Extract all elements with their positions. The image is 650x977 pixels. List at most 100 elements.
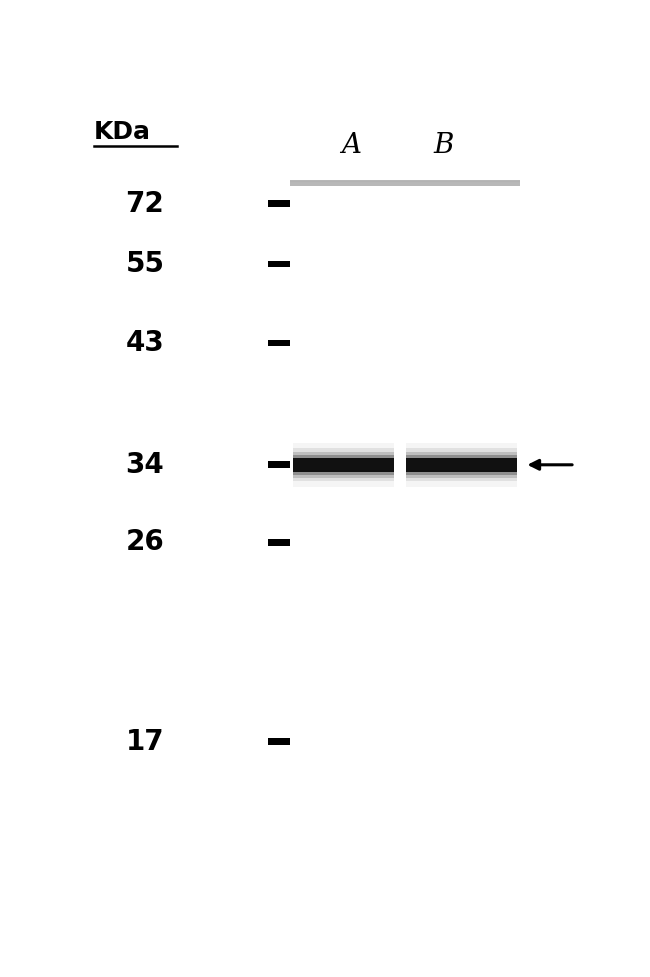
Bar xyxy=(291,183,519,186)
Bar xyxy=(291,181,519,184)
Bar xyxy=(291,183,519,186)
Bar xyxy=(291,182,519,185)
Bar xyxy=(291,182,519,185)
Bar xyxy=(291,181,519,184)
Bar xyxy=(291,182,519,185)
Bar xyxy=(291,182,519,185)
Bar xyxy=(291,182,519,185)
Bar xyxy=(291,181,519,184)
Bar xyxy=(291,182,519,185)
Bar xyxy=(291,182,519,185)
Bar xyxy=(291,183,519,186)
Bar xyxy=(291,182,519,185)
Bar xyxy=(291,183,519,186)
Bar xyxy=(291,181,519,184)
Bar xyxy=(291,181,519,184)
Bar xyxy=(291,182,519,185)
Bar xyxy=(291,182,519,185)
Bar xyxy=(291,182,519,185)
Bar xyxy=(291,181,519,184)
Bar xyxy=(291,182,519,185)
Bar xyxy=(291,182,519,185)
Bar xyxy=(291,181,519,184)
Bar xyxy=(291,181,519,184)
Bar xyxy=(268,200,291,207)
Bar xyxy=(291,183,519,186)
Bar xyxy=(291,181,519,184)
Bar xyxy=(291,181,519,184)
Bar xyxy=(291,183,519,186)
Bar xyxy=(291,182,519,185)
Bar xyxy=(291,183,519,186)
Bar xyxy=(291,181,519,184)
Bar xyxy=(291,181,519,184)
Text: 55: 55 xyxy=(125,250,164,277)
Bar xyxy=(291,181,519,184)
Bar xyxy=(291,182,519,185)
Bar xyxy=(291,181,519,184)
Bar xyxy=(291,182,519,185)
Bar xyxy=(291,183,519,186)
Bar xyxy=(406,443,517,487)
Bar xyxy=(291,181,519,184)
Bar xyxy=(291,183,519,186)
Bar xyxy=(291,181,519,184)
Text: B: B xyxy=(434,132,454,158)
Bar xyxy=(291,182,519,185)
Bar xyxy=(291,183,519,186)
Bar xyxy=(291,182,519,185)
Bar xyxy=(291,181,519,185)
Bar xyxy=(291,181,519,184)
Bar xyxy=(291,182,519,185)
Bar xyxy=(291,181,519,184)
Bar xyxy=(291,181,519,184)
Bar xyxy=(291,182,519,185)
Bar xyxy=(291,182,519,185)
Bar xyxy=(291,181,519,184)
Bar xyxy=(291,182,519,185)
Bar xyxy=(291,183,519,186)
Bar xyxy=(291,182,519,185)
Bar xyxy=(406,452,517,478)
Bar xyxy=(291,182,519,185)
Bar xyxy=(291,183,519,186)
Bar xyxy=(291,181,519,184)
Bar xyxy=(291,181,519,184)
Bar xyxy=(291,183,519,186)
Text: 72: 72 xyxy=(125,190,164,218)
Bar xyxy=(291,182,519,185)
Bar xyxy=(291,182,519,185)
Bar xyxy=(291,181,519,184)
Bar xyxy=(291,182,519,185)
Bar xyxy=(291,183,519,186)
Bar xyxy=(291,182,519,185)
Bar xyxy=(291,181,519,184)
Bar xyxy=(291,183,519,186)
Bar xyxy=(291,182,519,185)
Bar xyxy=(291,181,519,184)
Bar xyxy=(406,448,517,482)
Bar xyxy=(291,182,519,185)
Bar xyxy=(291,182,519,185)
Bar xyxy=(291,182,519,185)
Bar xyxy=(291,182,519,185)
Bar xyxy=(268,539,291,546)
Bar xyxy=(291,182,519,185)
Bar xyxy=(291,182,519,185)
Bar xyxy=(291,181,519,184)
Bar xyxy=(291,182,519,185)
Bar xyxy=(291,181,519,184)
Bar xyxy=(291,182,519,185)
Bar xyxy=(291,183,519,186)
Text: 17: 17 xyxy=(125,728,164,755)
Bar xyxy=(291,182,519,185)
Bar xyxy=(291,182,519,185)
Bar xyxy=(291,182,519,185)
Bar xyxy=(291,182,519,185)
Text: A: A xyxy=(341,132,361,158)
Bar xyxy=(291,182,519,185)
Bar xyxy=(291,182,519,185)
Bar xyxy=(291,183,519,186)
Bar xyxy=(291,181,519,184)
Bar xyxy=(291,181,519,184)
